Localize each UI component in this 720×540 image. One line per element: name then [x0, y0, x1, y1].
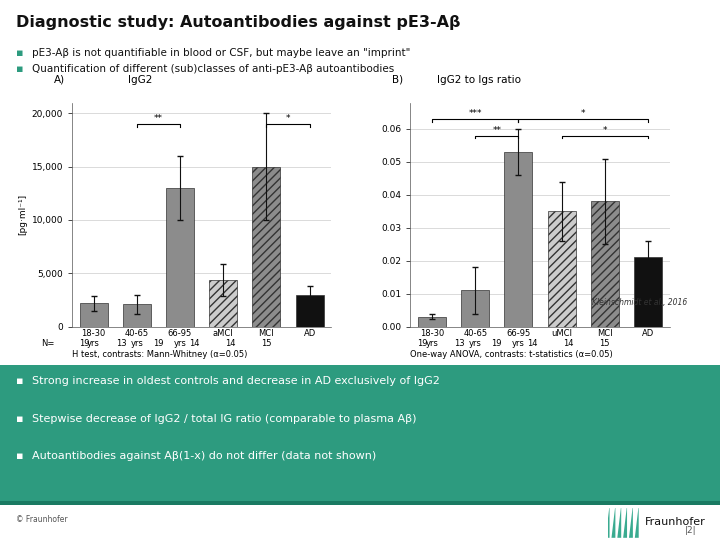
Bar: [418, 317, 446, 327]
Text: 14: 14: [564, 339, 574, 348]
Text: *: *: [286, 114, 290, 123]
Bar: [461, 291, 490, 327]
Text: Fraunhofer: Fraunhofer: [644, 517, 705, 527]
Text: pE3-Aβ is not quantifiable in blood or CSF, but maybe leave an "imprint": pE3-Aβ is not quantifiable in blood or C…: [32, 48, 411, 58]
Text: Kleinschmidt et al., 2016: Kleinschmidt et al., 2016: [593, 298, 688, 307]
Text: ▪: ▪: [16, 48, 23, 58]
Text: 19: 19: [492, 339, 502, 348]
Text: ▪: ▪: [16, 376, 23, 386]
Text: ▪: ▪: [16, 64, 23, 74]
Text: 14: 14: [528, 339, 538, 348]
Bar: [547, 211, 576, 327]
Text: Stepwise decrease of IgG2 / total IG ratio (comparable to plasma Aβ): Stepwise decrease of IgG2 / total IG rat…: [32, 414, 417, 423]
Bar: [504, 152, 533, 327]
Text: ▪: ▪: [16, 414, 23, 423]
Bar: [209, 280, 237, 327]
Y-axis label: [pg·ml⁻¹]: [pg·ml⁻¹]: [18, 194, 27, 235]
Text: 13: 13: [116, 339, 126, 348]
Text: 15: 15: [600, 339, 610, 348]
Text: 14: 14: [189, 339, 199, 348]
Text: ▪: ▪: [16, 451, 23, 461]
Text: One-way ANOVA, contrasts: t-statistics (α=0.05): One-way ANOVA, contrasts: t-statistics (…: [410, 350, 613, 359]
Text: *: *: [581, 109, 585, 118]
Bar: [295, 295, 324, 327]
Bar: [252, 167, 280, 327]
Bar: [590, 201, 619, 327]
Text: Autoantibodies against Aβ(1-x) do not differ (data not shown): Autoantibodies against Aβ(1-x) do not di…: [32, 451, 377, 461]
Text: Quantification of different (sub)classes of anti-pE3-Aβ autoantibodies: Quantification of different (sub)classes…: [32, 64, 395, 74]
Text: Strong increase in oldest controls and decrease in AD exclusively of IgG2: Strong increase in oldest controls and d…: [32, 376, 440, 386]
Text: *: *: [603, 126, 607, 135]
Bar: [79, 303, 108, 327]
Text: 14: 14: [225, 339, 235, 348]
Text: A): A): [54, 75, 65, 85]
Text: 13: 13: [454, 339, 464, 348]
Text: N=: N=: [40, 339, 54, 348]
Text: **: **: [154, 114, 163, 123]
Text: B): B): [392, 75, 403, 85]
Bar: [166, 188, 194, 327]
Text: IgG2 to Igs ratio: IgG2 to Igs ratio: [437, 75, 521, 85]
Text: 19: 19: [79, 339, 89, 348]
Text: 19: 19: [418, 339, 428, 348]
Text: ***: ***: [469, 109, 482, 118]
Text: 15: 15: [261, 339, 271, 348]
Text: H test, contrasts: Mann-Whitney (α=0.05): H test, contrasts: Mann-Whitney (α=0.05): [72, 350, 248, 359]
Text: **: **: [492, 126, 501, 135]
Text: |2|: |2|: [685, 525, 697, 535]
Text: Diagnostic study: Autoantibodies against pE3-Aβ: Diagnostic study: Autoantibodies against…: [16, 15, 460, 30]
Text: 19: 19: [153, 339, 163, 348]
Bar: [122, 304, 150, 327]
Bar: [634, 258, 662, 327]
Text: © Fraunhofer: © Fraunhofer: [16, 515, 68, 524]
Text: IgG2: IgG2: [128, 75, 153, 85]
